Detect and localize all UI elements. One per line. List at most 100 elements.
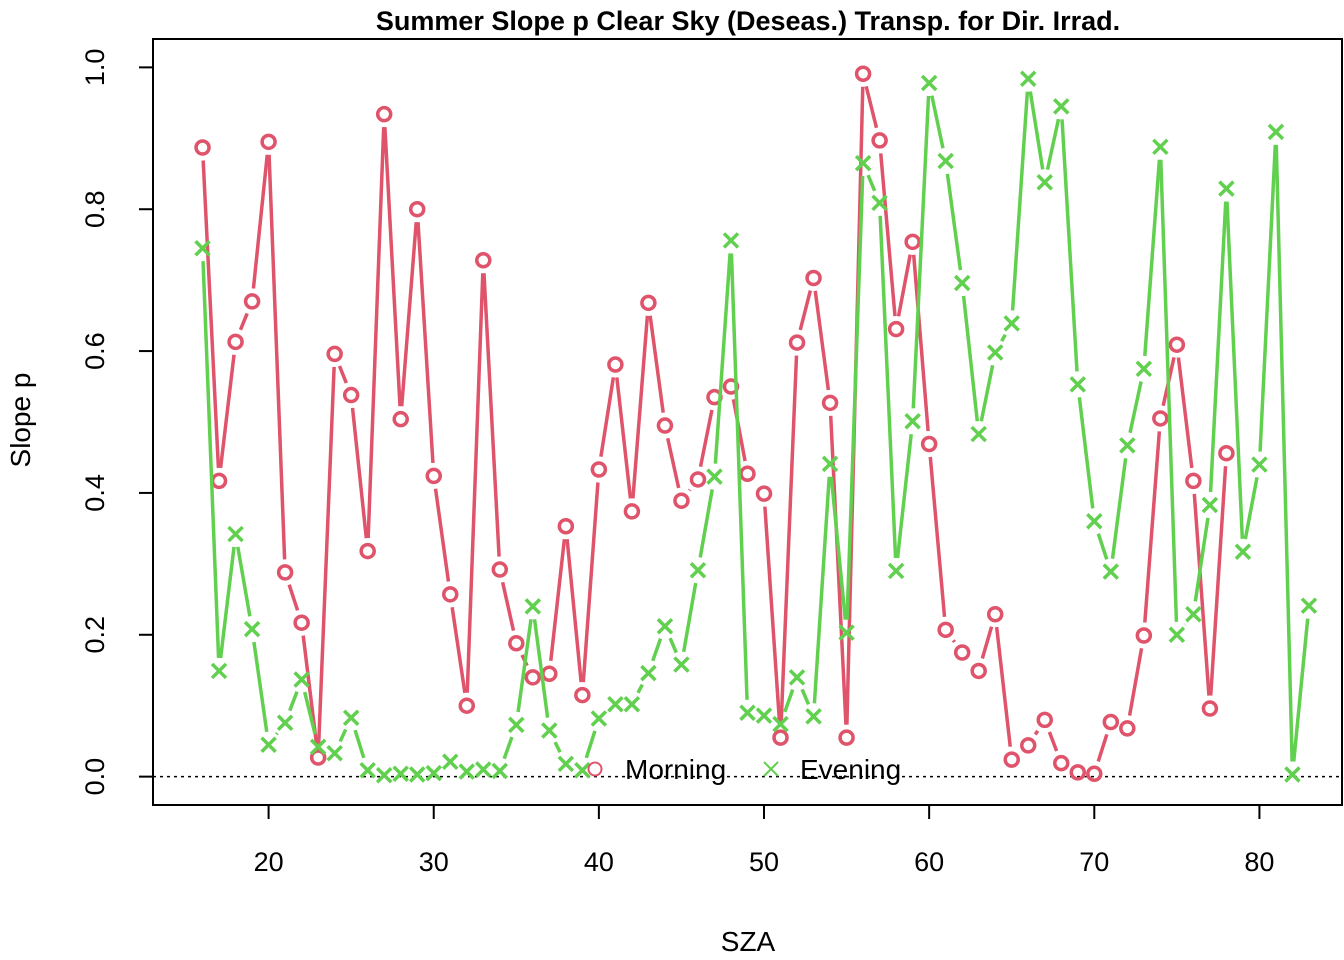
morning-line-segment: [1096, 733, 1109, 762]
morning-point: [260, 133, 277, 151]
evening-point: [689, 561, 707, 579]
morning-point: [1152, 410, 1169, 427]
morning-line-segment: [798, 290, 813, 331]
evening-point: [607, 696, 624, 713]
evening-point: [970, 425, 987, 443]
morning-point: [1053, 754, 1070, 772]
morning-point: [210, 472, 228, 490]
morning-line-segment: [1033, 729, 1040, 736]
morning-point: [541, 665, 558, 683]
morning-point: [970, 662, 987, 680]
legend: Morning Evening: [587, 754, 901, 785]
evening-point: [904, 413, 921, 430]
morning-line-segment: [864, 85, 879, 129]
evening-line-segment: [1096, 533, 1109, 560]
y-tick-label: 0.4: [80, 474, 110, 512]
morning-line-segment: [549, 538, 567, 662]
evening-line-segment: [895, 434, 913, 559]
evening-point: [210, 662, 228, 680]
series-evening: [194, 70, 1318, 784]
morning-point: [788, 334, 806, 351]
evening-line-segment: [201, 261, 221, 659]
evening-point: [805, 708, 822, 725]
evening-line-segment: [945, 173, 963, 271]
morning-point: [1003, 751, 1020, 768]
evening-point: [838, 624, 855, 641]
morning-line-segment: [666, 437, 681, 489]
morning-line-segment: [688, 488, 692, 492]
evening-point: [408, 766, 426, 783]
evening-line-segment: [878, 215, 898, 559]
morning-point: [953, 644, 971, 661]
evening-point: [1218, 180, 1235, 197]
evening-line-segment: [979, 364, 995, 422]
morning-point: [904, 233, 921, 251]
evening-point: [1201, 496, 1219, 514]
evening-line-segment: [713, 253, 732, 464]
y-tick-label: 0.8: [80, 190, 110, 228]
evening-line-segment: [1274, 144, 1294, 762]
x-tick-label: 20: [254, 847, 284, 877]
legend-morning-symbol: [587, 761, 603, 777]
evening-line-segment: [1110, 458, 1128, 559]
evening-line-segment: [636, 683, 644, 694]
evening-line-segment: [668, 637, 678, 654]
morning-line-segment: [450, 606, 467, 694]
morning-point: [755, 485, 773, 502]
evening-point: [1003, 315, 1020, 332]
morning-line-segment: [763, 506, 782, 725]
morning-line-segment: [648, 315, 665, 413]
morning-point: [1036, 711, 1053, 729]
morning-point: [475, 252, 492, 269]
evening-line-segment: [236, 546, 252, 617]
plot-frame: [152, 38, 1343, 806]
evening-line-segment: [303, 691, 317, 735]
morning-point: [359, 542, 376, 560]
evening-point: [442, 753, 459, 770]
morning-point: [293, 614, 310, 631]
evening-point: [342, 709, 360, 726]
evening-line-segment: [1193, 517, 1210, 602]
evening-point: [1185, 605, 1202, 623]
evening-point: [1119, 437, 1136, 454]
evening-point: [359, 762, 376, 779]
morning-point: [408, 200, 426, 218]
morning-point: [1119, 720, 1136, 737]
morning-point: [276, 564, 294, 581]
morning-line-segment: [879, 153, 897, 317]
morning-point: [375, 105, 393, 123]
evening-point: [1036, 174, 1053, 191]
morning-point: [673, 492, 690, 509]
evening-line-segment: [651, 637, 663, 662]
morning-point: [309, 749, 327, 766]
morning-point: [1086, 765, 1103, 783]
evening-point: [1284, 766, 1301, 783]
evening-line-segment: [1128, 381, 1143, 434]
morning-line-segment: [1176, 357, 1194, 469]
evening-line-segment: [1143, 159, 1162, 356]
morning-line-segment: [813, 290, 831, 391]
x-axis: 20 30 40 50 60 70 80: [254, 805, 1274, 877]
evening-point: [276, 714, 294, 731]
evening-line-segment: [1060, 119, 1079, 372]
legend-evening-label: Evening: [800, 754, 901, 785]
morning-point: [1069, 764, 1087, 781]
evening-line-segment: [911, 95, 931, 409]
evening-point: [1102, 563, 1120, 580]
morning-line-segment: [565, 539, 583, 683]
morning-line-segment: [779, 355, 799, 725]
morning-line-segment: [1208, 466, 1228, 696]
morning-point: [623, 503, 641, 520]
morning-point: [425, 467, 442, 485]
evening-line-segment: [829, 476, 848, 620]
morning-line-segment: [581, 482, 600, 683]
morning-line-segment: [399, 222, 418, 407]
morning-point: [656, 417, 674, 434]
evening-point: [937, 152, 954, 170]
series-layer: [194, 65, 1318, 784]
evening-line-segment: [845, 176, 865, 620]
evening-point: [706, 468, 723, 485]
morning-line-segment: [383, 127, 402, 407]
evening-point: [392, 765, 409, 783]
evening-line-segment: [961, 295, 980, 422]
